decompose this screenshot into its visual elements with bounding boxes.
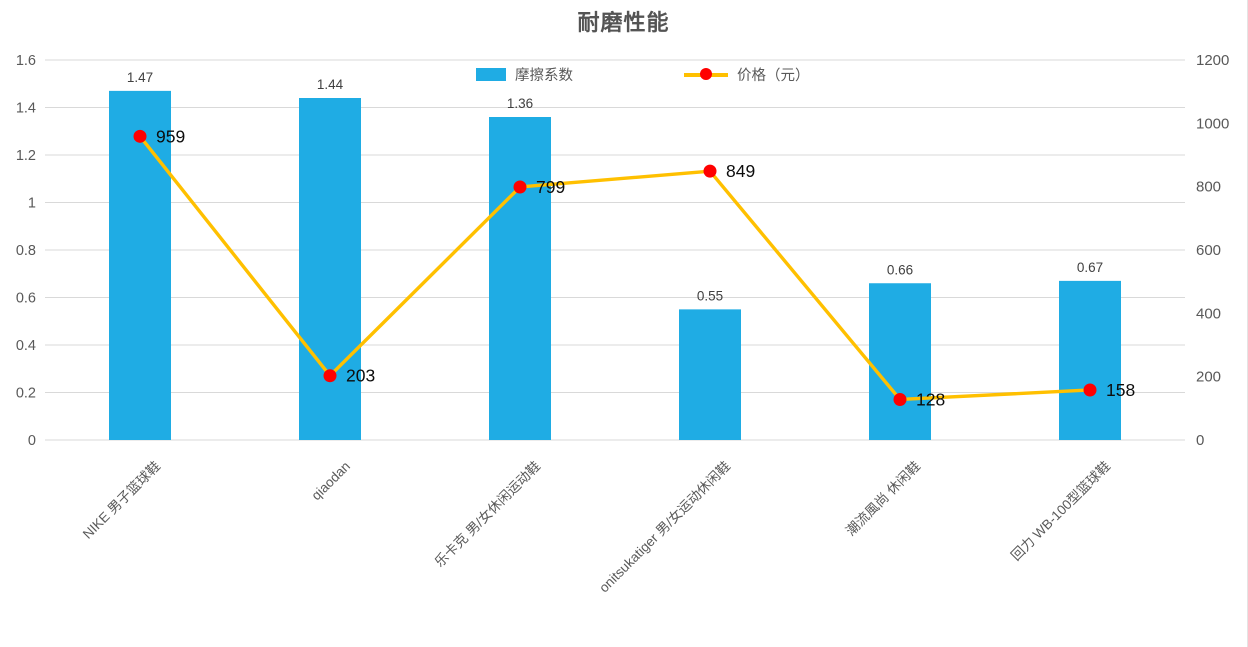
price-value-label: 158 bbox=[1106, 380, 1135, 400]
price-value-label: 203 bbox=[346, 366, 375, 386]
right-axis-tick-label: 1000 bbox=[1196, 115, 1229, 132]
bar[interactable] bbox=[869, 283, 931, 440]
price-value-label: 849 bbox=[726, 161, 755, 181]
bar[interactable] bbox=[489, 117, 551, 440]
left-axis-tick-label: 1.2 bbox=[16, 148, 36, 164]
legend-item-price[interactable]: 价格（元） bbox=[684, 61, 810, 87]
right-axis-tick-label: 0 bbox=[1196, 432, 1204, 449]
price-value-label: 959 bbox=[156, 126, 185, 146]
bar-value-label: 0.66 bbox=[887, 262, 913, 277]
line-marker[interactable] bbox=[703, 164, 717, 178]
bar-value-label: 0.67 bbox=[1077, 260, 1103, 275]
left-axis-tick-label: 1.4 bbox=[16, 101, 36, 117]
category-label: 乐卡克 男/女休闲运动鞋 bbox=[431, 458, 543, 570]
legend: 摩擦系数 价格（元） bbox=[0, 61, 1247, 87]
bar-value-label: 1.44 bbox=[317, 77, 344, 92]
left-axis-tick-label: 0 bbox=[28, 433, 36, 449]
chart-title: 耐磨性能 bbox=[577, 10, 670, 35]
bar[interactable] bbox=[1059, 280, 1121, 440]
line-marker[interactable] bbox=[1083, 383, 1097, 397]
right-axis-tick-label: 200 bbox=[1196, 369, 1221, 386]
bar-value-label: 1.36 bbox=[507, 96, 533, 111]
right-axis-tick-label: 800 bbox=[1196, 179, 1221, 196]
bar[interactable] bbox=[679, 309, 741, 440]
price-value-label: 799 bbox=[536, 177, 565, 197]
line-marker[interactable] bbox=[133, 129, 147, 143]
category-label: onitsukatiger 男/女运动休闲鞋 bbox=[596, 458, 734, 596]
left-axis-tick-label: 1.6 bbox=[16, 53, 36, 69]
price-value-label: 128 bbox=[916, 389, 945, 409]
right-axis-tick-label: 400 bbox=[1196, 305, 1221, 322]
line-series-swatch-icon bbox=[684, 68, 728, 81]
line-marker[interactable] bbox=[513, 180, 527, 194]
left-axis-tick-label: 0.2 bbox=[16, 386, 36, 402]
category-label: NIKE 男子篮球鞋 bbox=[80, 459, 163, 542]
left-axis-tick-label: 1 bbox=[28, 196, 36, 212]
line-swatch-marker-icon bbox=[700, 68, 712, 80]
category-label: 回力 WB-100型篮球鞋 bbox=[1008, 459, 1113, 564]
bar-series-swatch-icon bbox=[476, 67, 506, 81]
legend-item-friction-coefficient[interactable]: 摩擦系数 bbox=[476, 61, 573, 87]
left-axis-tick-label: 0.8 bbox=[16, 243, 36, 259]
bar-value-label: 1.47 bbox=[127, 70, 153, 85]
legend-label-friction-coefficient: 摩擦系数 bbox=[515, 67, 573, 84]
right-axis-tick-label: 600 bbox=[1196, 242, 1221, 259]
legend-label-price: 价格（元） bbox=[737, 67, 810, 84]
right-axis-tick-label: 1200 bbox=[1196, 52, 1229, 69]
category-label: 潮流風尚 休闲鞋 bbox=[843, 459, 923, 539]
line-marker[interactable] bbox=[893, 392, 907, 406]
category-label: qiaodan bbox=[309, 459, 354, 504]
bar[interactable] bbox=[109, 90, 171, 440]
left-axis-tick-label: 0.6 bbox=[16, 291, 36, 307]
price-line bbox=[138, 135, 1091, 402]
bar-value-label: 0.55 bbox=[697, 288, 723, 303]
bar[interactable] bbox=[299, 98, 361, 440]
left-axis-tick-label: 0.4 bbox=[16, 338, 36, 354]
line-marker[interactable] bbox=[323, 369, 337, 383]
